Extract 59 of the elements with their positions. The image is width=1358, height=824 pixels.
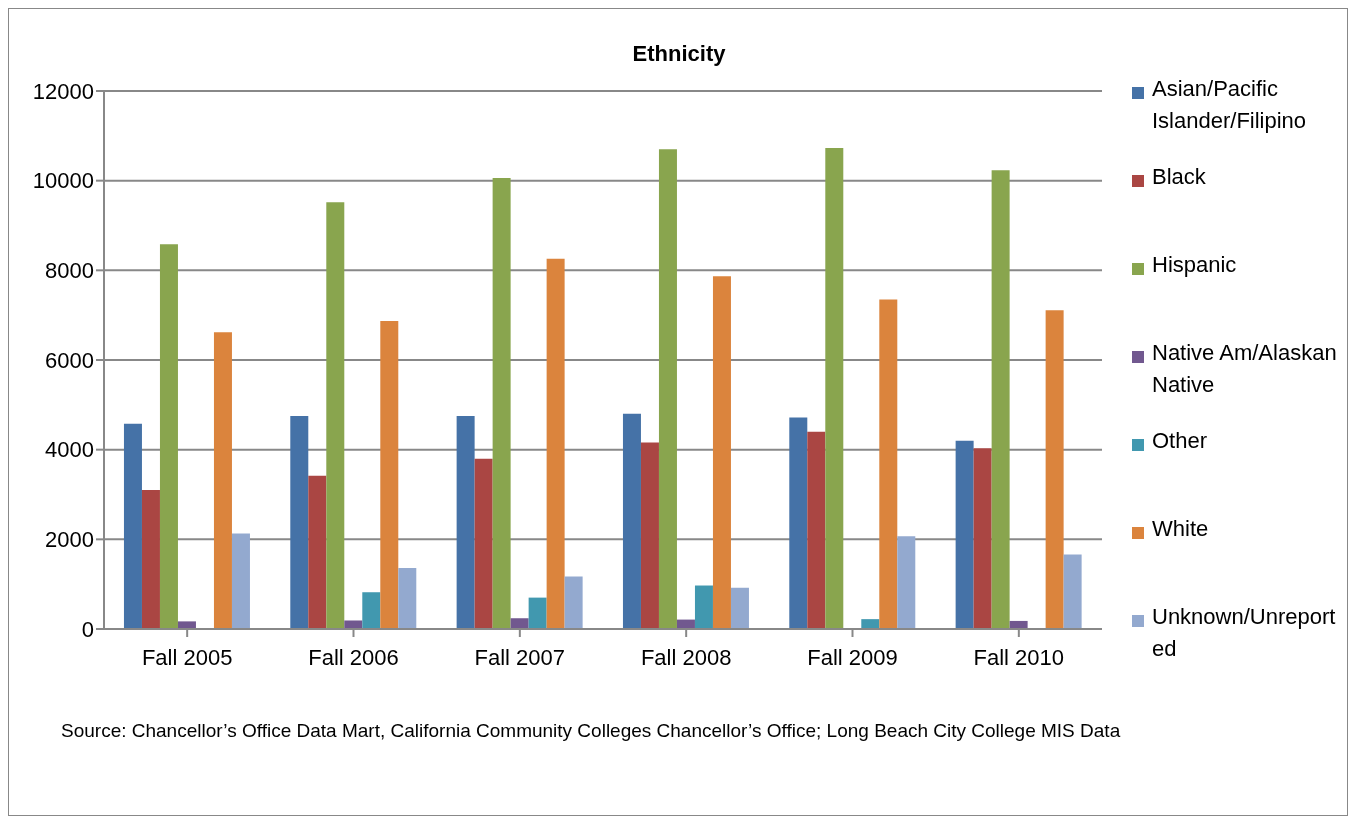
bar: [955, 440, 974, 629]
y-tick-label: 6000: [45, 347, 94, 373]
y-tick-label: 2000: [45, 527, 94, 553]
bar: [344, 620, 363, 629]
x-tick-label: Fall 2005: [141, 644, 233, 670]
bar: [897, 536, 916, 629]
bar: [398, 568, 417, 629]
bar: [362, 592, 381, 629]
source-note: Source: Chancellor’s Office Data Mart, California Community Colleges Chancellor’s Office; Long Beach City College MIS Data: [61, 719, 1122, 743]
chart-title: Ethnicity: [631, 41, 727, 67]
x-tick-label: Fall 2007: [474, 644, 566, 670]
bar: [658, 149, 677, 629]
bar: [730, 587, 749, 629]
bar: [973, 448, 992, 629]
bar: [213, 332, 232, 629]
legend-label: Unknown/Unreported: [1152, 603, 1337, 663]
legend-label: Hispanic: [1152, 251, 1238, 279]
bar: [712, 276, 731, 629]
y-tick-label: 8000: [45, 258, 94, 284]
bar: [474, 458, 493, 629]
bar: [807, 431, 826, 629]
bar: [640, 442, 659, 629]
bar: [290, 416, 309, 629]
bar: [1045, 310, 1064, 629]
bar: [380, 321, 399, 629]
bar: [159, 244, 178, 629]
bar: [694, 585, 713, 629]
x-tick-label: Fall 2009: [807, 644, 898, 670]
bar: [622, 413, 641, 629]
bar: [456, 416, 475, 629]
legend-label: Native Am/Alaskan Native: [1152, 339, 1337, 399]
legend-label: Black: [1152, 163, 1207, 191]
legend-label: Other: [1152, 427, 1209, 455]
x-tick-label: Fall 2006: [308, 644, 399, 670]
bar: [564, 576, 583, 629]
y-tick-label: 12000: [32, 78, 94, 104]
bar: [861, 619, 880, 629]
bar: [789, 417, 808, 629]
bar: [177, 621, 196, 629]
bar: [991, 170, 1010, 629]
x-tick-label: Fall 2010: [973, 644, 1065, 670]
y-tick-label: 10000: [32, 168, 94, 194]
bar: [141, 490, 160, 629]
legend-label: White: [1152, 515, 1210, 543]
bar: [231, 533, 250, 629]
bar: [123, 423, 142, 629]
legend-label: Asian/Pacific Islander/Filipino: [1152, 75, 1308, 135]
bar: [308, 475, 327, 629]
y-tick-label: 0: [81, 616, 94, 642]
bar: [546, 258, 565, 629]
bar: [879, 299, 898, 629]
bar: [326, 202, 345, 629]
bar: [492, 177, 511, 629]
bar: [528, 597, 547, 629]
x-tick-label: Fall 2008: [640, 644, 732, 670]
bar: [1063, 554, 1082, 629]
y-tick-label: 4000: [45, 437, 94, 463]
bar: [825, 147, 844, 629]
bar: [510, 618, 529, 629]
